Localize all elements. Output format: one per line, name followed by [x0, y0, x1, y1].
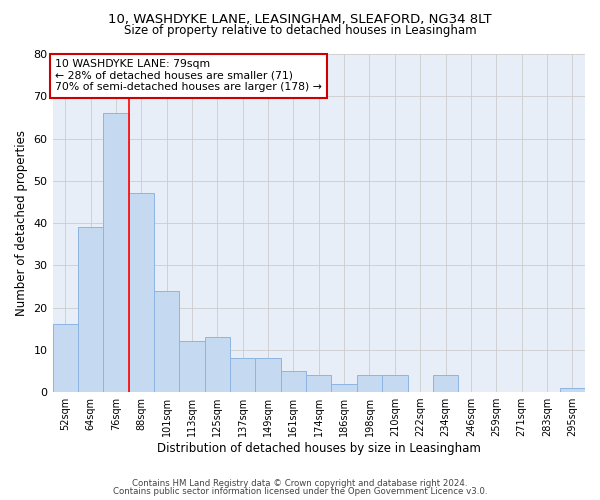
Bar: [306, 375, 331, 392]
Bar: [256, 358, 281, 392]
Bar: [128, 194, 154, 392]
Bar: [357, 375, 382, 392]
X-axis label: Distribution of detached houses by size in Leasingham: Distribution of detached houses by size …: [157, 442, 481, 455]
Bar: [53, 324, 78, 392]
Bar: [433, 375, 458, 392]
Bar: [78, 228, 103, 392]
Bar: [205, 337, 230, 392]
Bar: [382, 375, 407, 392]
Bar: [179, 342, 205, 392]
Text: Contains HM Land Registry data © Crown copyright and database right 2024.: Contains HM Land Registry data © Crown c…: [132, 478, 468, 488]
Bar: [331, 384, 357, 392]
Bar: [560, 388, 585, 392]
Text: Size of property relative to detached houses in Leasingham: Size of property relative to detached ho…: [124, 24, 476, 37]
Text: 10, WASHDYKE LANE, LEASINGHAM, SLEAFORD, NG34 8LT: 10, WASHDYKE LANE, LEASINGHAM, SLEAFORD,…: [108, 12, 492, 26]
Text: 10 WASHDYKE LANE: 79sqm
← 28% of detached houses are smaller (71)
70% of semi-de: 10 WASHDYKE LANE: 79sqm ← 28% of detache…: [55, 59, 322, 92]
Bar: [103, 113, 128, 392]
Bar: [154, 290, 179, 392]
Bar: [230, 358, 256, 392]
Bar: [281, 371, 306, 392]
Text: Contains public sector information licensed under the Open Government Licence v3: Contains public sector information licen…: [113, 487, 487, 496]
Y-axis label: Number of detached properties: Number of detached properties: [15, 130, 28, 316]
